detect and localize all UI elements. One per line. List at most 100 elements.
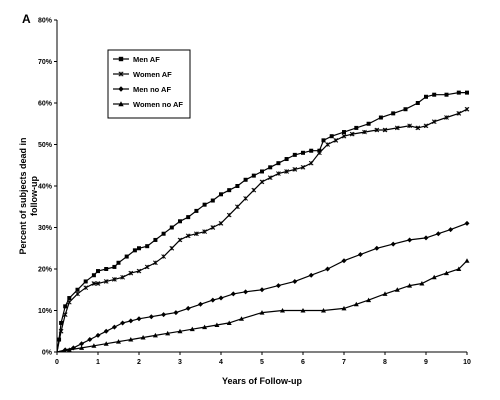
data-point-women-af bbox=[120, 274, 125, 280]
data-point-men-af bbox=[210, 198, 215, 203]
data-point-women-no-af bbox=[189, 326, 195, 332]
data-point-men-no-af bbox=[259, 287, 265, 293]
y-axis-title-line: Percent of subjects dead in bbox=[18, 137, 28, 254]
data-point-men-no-af bbox=[308, 272, 314, 278]
data-point-women-no-af bbox=[341, 305, 347, 311]
data-point-women-af bbox=[341, 133, 347, 139]
data-point-women-no-af bbox=[464, 258, 470, 263]
data-point-women-af bbox=[308, 160, 314, 166]
data-point-women-af bbox=[66, 299, 72, 305]
data-point-men-no-af bbox=[128, 318, 134, 324]
legend-marker-men-no-af bbox=[118, 86, 124, 92]
series-line-women-no-af bbox=[56, 260, 468, 353]
data-point-men-no-af bbox=[292, 278, 298, 284]
data-point-women-af bbox=[202, 229, 207, 235]
data-point-women-af bbox=[415, 125, 421, 131]
data-point-men-no-af bbox=[448, 227, 454, 233]
data-point-men-no-af bbox=[95, 332, 101, 338]
data-point-men-af bbox=[284, 157, 289, 162]
data-point-men-no-af bbox=[341, 258, 347, 264]
data-point-men-no-af bbox=[357, 251, 363, 257]
data-point-women-no-af bbox=[103, 341, 109, 346]
y-tick-label: 10% bbox=[38, 308, 53, 315]
series-line-men-no-af bbox=[56, 222, 468, 353]
data-point-women-af bbox=[251, 187, 257, 193]
y-axis-title: Percent of subjects dead in follow-up bbox=[18, 137, 39, 254]
data-point-women-af bbox=[423, 123, 429, 129]
data-point-men-no-af bbox=[390, 241, 396, 247]
legend-label-men-af: Men AF bbox=[133, 55, 160, 64]
data-point-women-af bbox=[259, 179, 265, 185]
series-men-no-af bbox=[56, 220, 470, 353]
data-point-men-af bbox=[153, 237, 158, 242]
data-point-women-af bbox=[456, 111, 462, 116]
data-point-men-af bbox=[178, 219, 182, 224]
data-point-women-no-af bbox=[321, 308, 326, 313]
x-tick-label: 2 bbox=[137, 359, 141, 366]
y-tick-label: 20% bbox=[38, 267, 53, 274]
data-point-women-af bbox=[276, 171, 281, 176]
x-tick-label: 5 bbox=[260, 359, 264, 366]
x-tick-label: 4 bbox=[219, 359, 223, 366]
legend-label-men-no-af: Men no AF bbox=[133, 85, 171, 94]
data-point-women-no-af bbox=[259, 310, 265, 315]
data-point-men-af bbox=[317, 148, 322, 153]
legend: Men AF Women AF Men no AF Women no AF bbox=[107, 49, 191, 119]
data-point-men-af bbox=[145, 244, 150, 249]
data-point-women-no-af bbox=[280, 308, 285, 313]
data-point-men-af bbox=[329, 134, 334, 139]
legend-label-women-af: Women AF bbox=[133, 70, 172, 79]
data-point-women-no-af bbox=[116, 339, 121, 344]
data-point-women-no-af bbox=[152, 332, 158, 338]
data-point-women-af bbox=[226, 212, 232, 218]
data-point-women-af bbox=[144, 264, 150, 270]
data-point-men-no-af bbox=[435, 231, 441, 237]
data-point-women-af bbox=[103, 279, 109, 284]
data-point-men-af bbox=[424, 94, 428, 99]
series-women-af bbox=[56, 106, 470, 353]
data-point-men-af bbox=[132, 248, 137, 253]
data-point-women-af bbox=[91, 281, 97, 286]
data-point-men-af bbox=[276, 161, 281, 166]
data-point-men-no-af bbox=[120, 320, 126, 326]
data-point-men-af bbox=[235, 184, 240, 188]
data-point-men-af bbox=[309, 148, 314, 153]
data-point-women-af bbox=[128, 270, 134, 276]
data-point-women-no-af bbox=[214, 322, 220, 328]
axes: 0% 10% 20% 30% 40% 50% 60% 70% 80% 0 1 2 3 4 5 6 7 8 9 10 bbox=[38, 18, 471, 367]
data-point-men-no-af bbox=[185, 305, 191, 311]
data-point-men-no-af bbox=[103, 328, 109, 334]
data-point-women-af bbox=[444, 115, 449, 120]
data-point-women-af bbox=[169, 245, 175, 251]
series-layer bbox=[56, 90, 470, 353]
y-tick-label: 30% bbox=[38, 225, 53, 232]
x-tick-label: 9 bbox=[424, 359, 428, 366]
data-point-women-af bbox=[161, 254, 166, 259]
series-line-women-af bbox=[56, 108, 468, 353]
data-point-men-af bbox=[243, 177, 248, 182]
data-point-women-af bbox=[317, 150, 322, 156]
x-tick-label: 8 bbox=[383, 359, 387, 366]
data-point-women-no-af bbox=[394, 287, 400, 292]
data-point-women-no-af bbox=[239, 316, 244, 321]
y-tick-label: 80% bbox=[38, 18, 53, 25]
data-point-men-no-af bbox=[230, 291, 236, 297]
data-point-women-af bbox=[431, 119, 437, 125]
data-point-women-no-af bbox=[226, 320, 232, 325]
data-point-women-af bbox=[235, 204, 240, 210]
data-point-men-no-af bbox=[136, 316, 142, 322]
data-point-men-af bbox=[321, 138, 326, 143]
data-point-women-af bbox=[83, 285, 89, 291]
data-point-women-no-af bbox=[456, 266, 462, 271]
y-tick-label: 0% bbox=[42, 350, 53, 357]
data-point-men-af bbox=[456, 90, 461, 95]
data-point-men-af bbox=[83, 279, 88, 284]
data-point-women-no-af bbox=[444, 270, 449, 276]
data-point-women-af bbox=[325, 142, 330, 147]
data-point-women-af bbox=[284, 169, 289, 174]
data-point-men-af bbox=[186, 215, 191, 220]
data-point-women-af bbox=[75, 291, 80, 297]
series-men-af bbox=[56, 90, 469, 353]
data-point-women-af bbox=[333, 137, 339, 143]
